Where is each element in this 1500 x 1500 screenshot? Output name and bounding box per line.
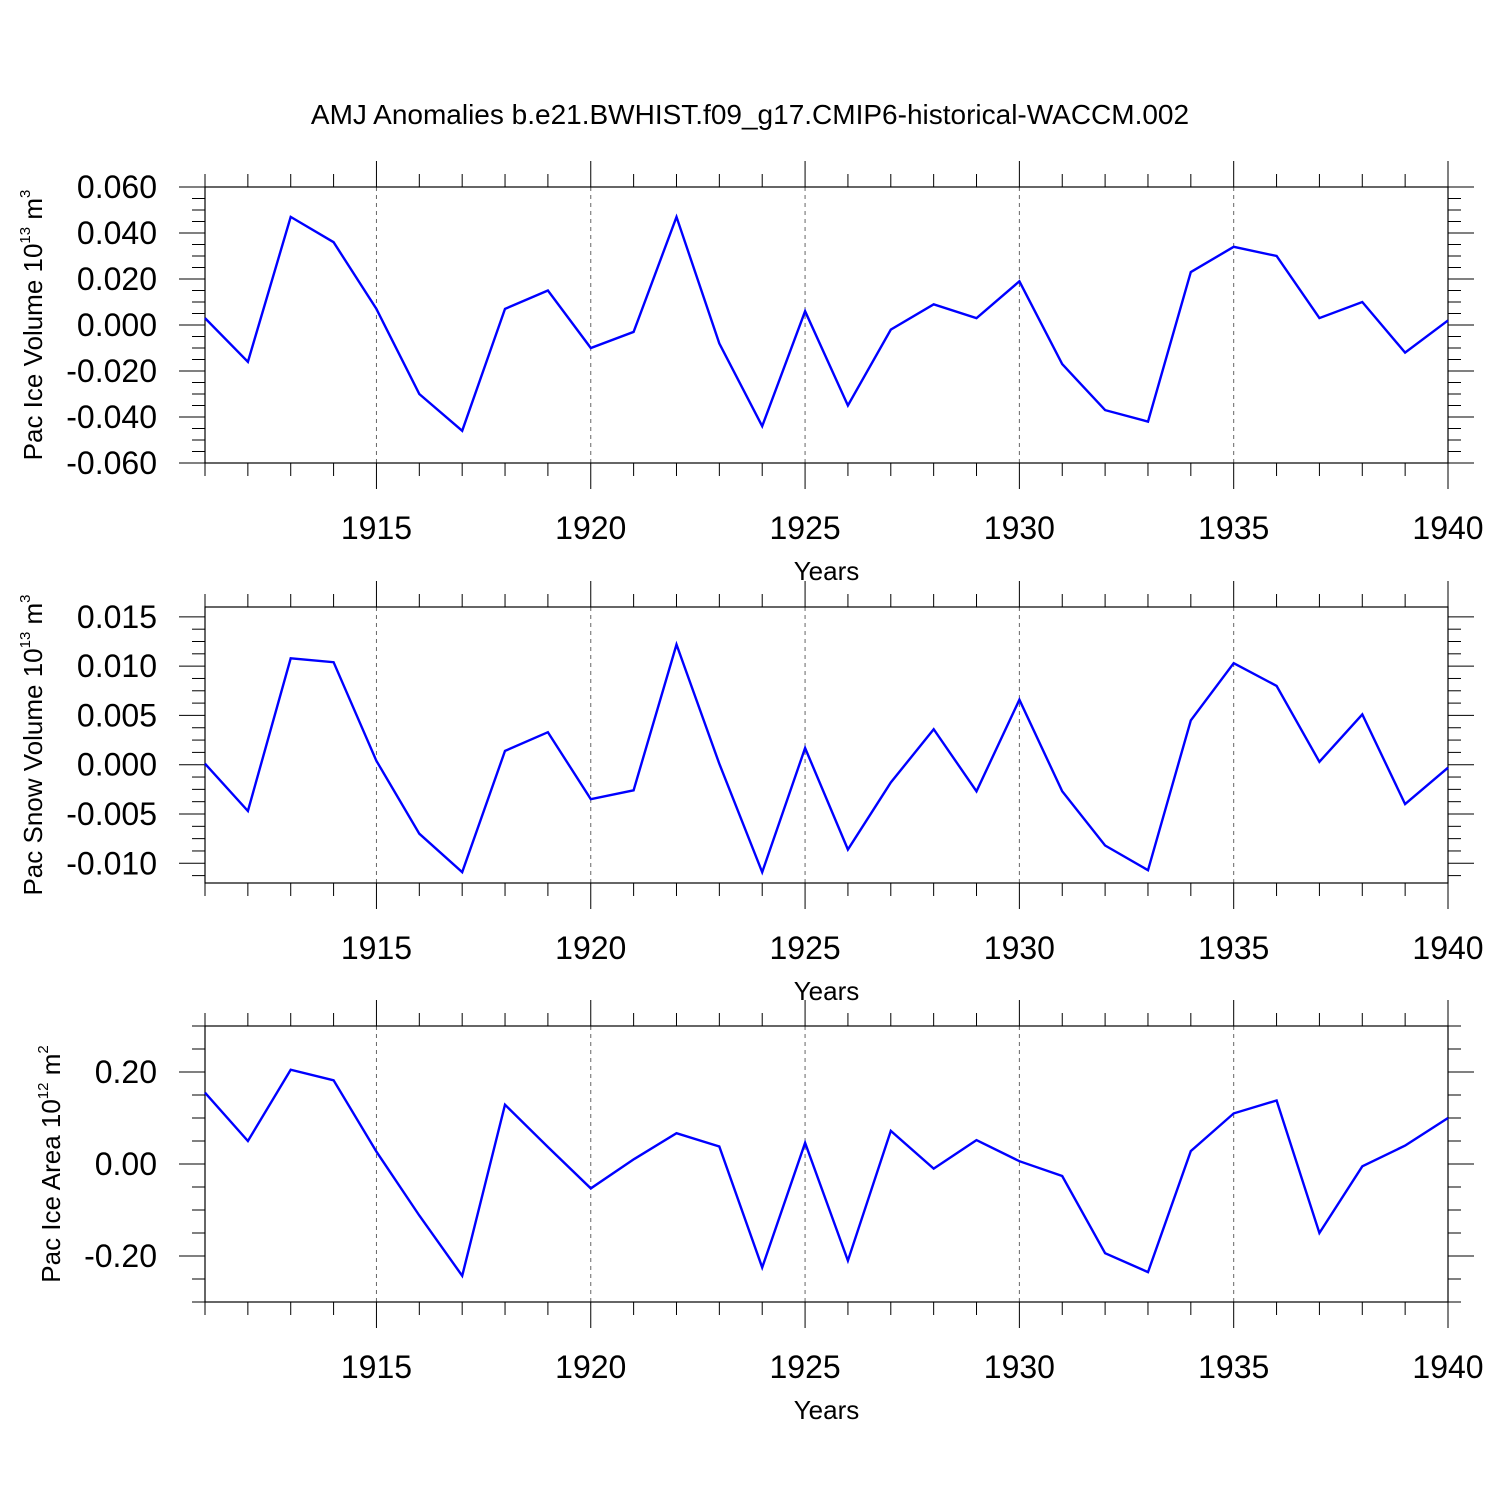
y-tick-label: 0.040 <box>77 215 157 251</box>
x-tick-label: 1925 <box>769 1349 840 1385</box>
series-line-ice-area <box>204 1068 1449 1279</box>
y-tick-label: 0.20 <box>95 1054 157 1090</box>
plot-frame <box>204 186 1449 464</box>
y-tick-label: -0.020 <box>66 353 157 389</box>
y-tick-label: 0.00 <box>95 1146 157 1182</box>
y-tick-label: -0.20 <box>84 1238 157 1274</box>
series-line-snow-volume <box>204 640 1449 876</box>
x-tick-label: 1920 <box>555 930 626 966</box>
y-tick-label: 0.000 <box>77 307 157 343</box>
x-tick-label: 1920 <box>555 1349 626 1385</box>
x-tick-label: 1935 <box>1198 1349 1269 1385</box>
plot-frame <box>204 1025 1449 1303</box>
y-axis-title-exponent: 12 <box>35 1082 52 1099</box>
chart-title: AMJ Anomalies b.e21.BWHIST.f09_g17.CMIP6… <box>311 99 1189 130</box>
y-axis-title-unit: m <box>18 603 48 632</box>
y-tick-label: 0.015 <box>77 599 157 635</box>
y-tick-label: -0.010 <box>66 845 157 881</box>
x-tick-label: 1930 <box>984 930 1055 966</box>
x-axis-title: Years <box>794 976 860 1006</box>
panel-ice-volume: 1915 1920 1925 1930 1935 1940 0.060 0.040 0.020 0… <box>17 161 1484 586</box>
y-tick-label: -0.005 <box>66 796 157 832</box>
x-axis-title: Years <box>794 1395 860 1425</box>
y-axis-title-unit-exponent: 2 <box>35 1045 52 1053</box>
panel-snow-volume: 1915 1920 1925 1930 1935 1940 0.015 0.010 0.005 0… <box>17 581 1484 1006</box>
x-tick-label: 1940 <box>1412 930 1483 966</box>
x-tick-label: 1935 <box>1198 930 1269 966</box>
y-axis-title-unit: m <box>36 1054 66 1083</box>
y-tick-label: 0.020 <box>77 261 157 297</box>
y-axis-title-unit: m <box>18 198 48 227</box>
x-tick-label: 1920 <box>555 510 626 546</box>
y-tick-label: -0.040 <box>66 399 157 435</box>
x-tick-label: 1925 <box>769 510 840 546</box>
x-tick-label: 1925 <box>769 930 840 966</box>
panels-group: 1915 1920 1925 1930 1935 1940 0.060 0.040 0.020 0… <box>17 161 1484 1425</box>
x-tick-label: 1930 <box>984 1349 1055 1385</box>
x-tick-label: 1935 <box>1198 510 1269 546</box>
y-axis-title-unit-exponent: 3 <box>17 594 34 602</box>
y-axis-title-exponent: 13 <box>17 632 34 649</box>
y-axis-title-unit-exponent: 3 <box>17 190 34 198</box>
y-tick-label: 0.005 <box>77 697 157 733</box>
y-axis-title: Pac Ice Volume 1013 m3 <box>17 190 48 461</box>
y-tick-label: 0.010 <box>77 648 157 684</box>
y-axis-title-main: Pac Ice Volume 10 <box>18 244 48 461</box>
x-tick-label: 1940 <box>1412 510 1483 546</box>
y-axis-title: Pac Snow Volume 1013 m3 <box>17 594 48 895</box>
y-axis-title: Pac Ice Area 1012 m2 <box>35 1045 66 1282</box>
y-tick-label: 0.000 <box>77 747 157 783</box>
x-tick-label: 1930 <box>984 510 1055 546</box>
y-tick-label: 0.060 <box>77 169 157 205</box>
y-axis-title-main: Pac Snow Volume 10 <box>18 648 48 895</box>
x-tick-label: 1915 <box>341 510 412 546</box>
y-axis-title-main: Pac Ice Area 10 <box>36 1099 66 1283</box>
x-axis-title: Years <box>794 556 860 586</box>
x-tick-label: 1940 <box>1412 1349 1483 1385</box>
x-tick-label: 1915 <box>341 930 412 966</box>
y-axis-title-exponent: 13 <box>17 227 34 244</box>
x-tick-label: 1915 <box>341 1349 412 1385</box>
plot-frame <box>204 606 1449 884</box>
series-line-ice-volume <box>204 213 1449 433</box>
y-tick-label: -0.060 <box>66 445 157 481</box>
panel-ice-area: 1915 1920 1925 1930 1935 1940 0.20 0.00 -0.20 Yea… <box>35 1000 1484 1425</box>
